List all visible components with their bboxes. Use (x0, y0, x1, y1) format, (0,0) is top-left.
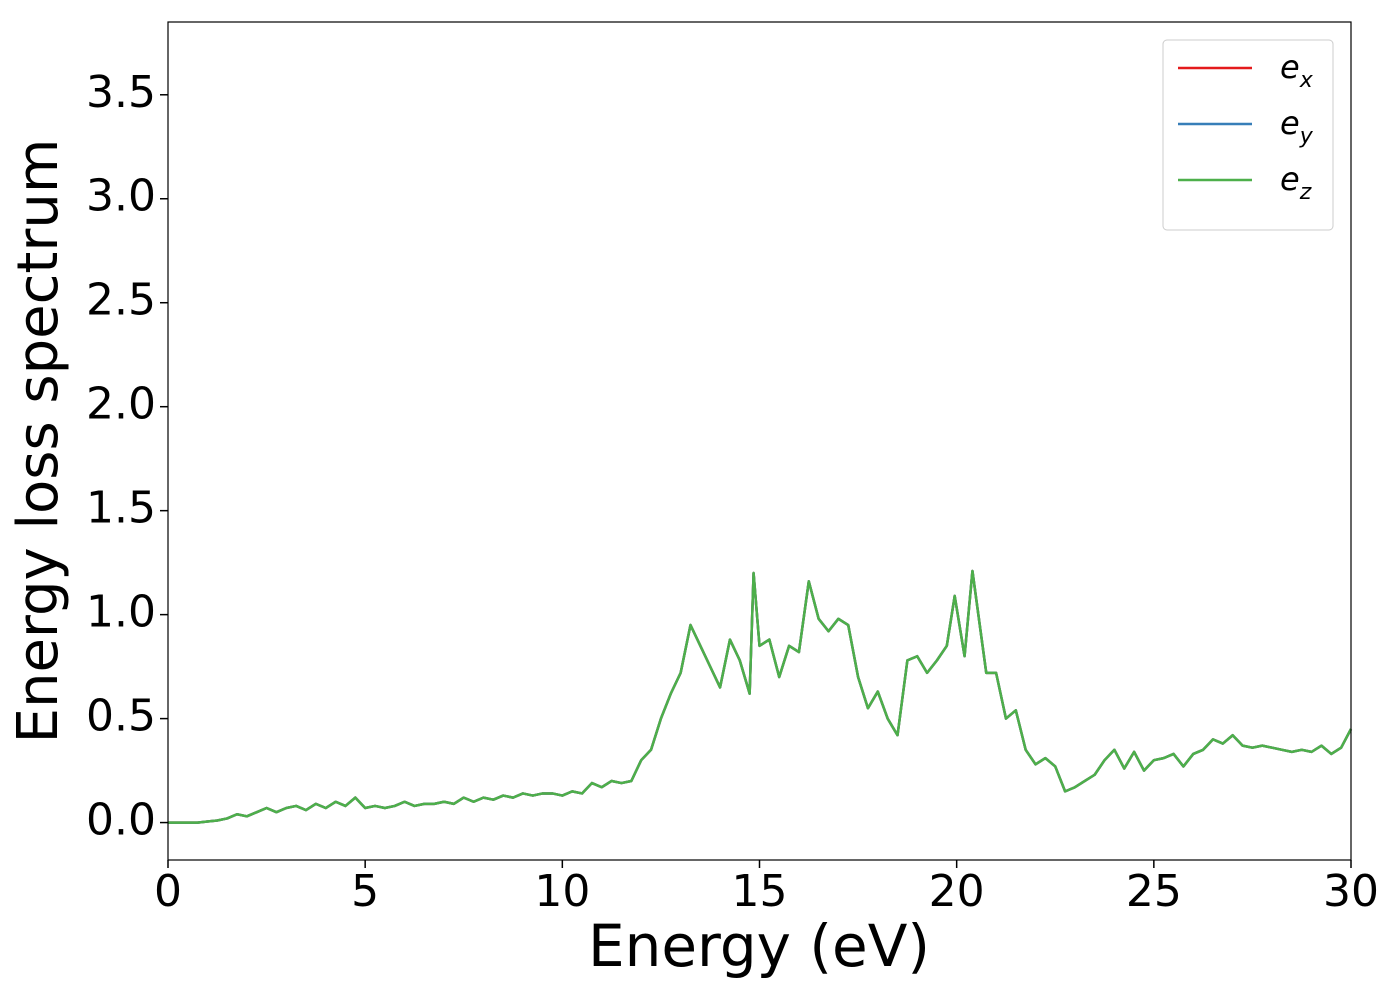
x-tick-label: 15 (732, 866, 788, 917)
legend-box (1162, 39, 1334, 231)
series-line (168, 569, 1353, 824)
legend-label: ey (1280, 104, 1314, 149)
series-line (168, 569, 1353, 824)
plot-frame (167, 21, 1352, 861)
x-tick-label: 10 (534, 866, 590, 917)
y-axis-label: Energy loss spectrum (6, 139, 71, 744)
y-tick-label: 0.5 (86, 691, 156, 742)
legend-label: ez (1280, 160, 1312, 205)
y-tick-label: 1.0 (86, 587, 156, 638)
x-tick-label: 30 (1323, 866, 1379, 917)
y-tick-label: 1.5 (86, 483, 156, 534)
x-tick-label: 20 (929, 866, 985, 917)
y-tick-label: 3.5 (86, 67, 156, 118)
y-tick-label: 2.0 (86, 379, 156, 430)
x-axis-label: Energy (eV) (588, 912, 930, 980)
y-tick-label: 3.0 (86, 171, 156, 222)
x-tick-label: 5 (351, 866, 379, 917)
legend-label: ex (1280, 48, 1314, 93)
y-tick-label: 0.0 (86, 795, 156, 846)
x-tick-label: 25 (1126, 866, 1182, 917)
x-tick-label: 0 (154, 866, 182, 917)
y-tick-label: 2.5 (86, 275, 156, 326)
legend: ex ey ez (1162, 39, 1334, 231)
series-line (168, 569, 1353, 824)
